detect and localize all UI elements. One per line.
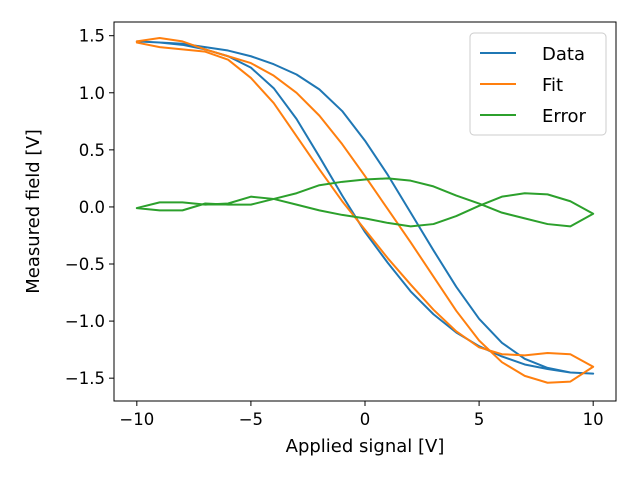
- x-tick-label: 10: [583, 410, 604, 429]
- legend-label-data: Data: [542, 44, 585, 65]
- legend-label-fit: Fit: [542, 75, 563, 96]
- plot-lines: [135, 36, 595, 384]
- x-tick-label: 0: [360, 410, 371, 429]
- y-tick-label: 1.5: [79, 27, 105, 46]
- legend: Data Fit Error: [469, 32, 607, 136]
- y-tick-label: −0.5: [65, 255, 105, 274]
- x-axis: −10 −5 0 5 10: [119, 401, 604, 429]
- x-tick-label: −10: [119, 410, 154, 429]
- series-line-error: [135, 177, 595, 228]
- y-tick-label: 0.5: [79, 141, 105, 160]
- y-axis: −1.5 −1.0 −0.5 0.0 0.5 1.0 1.5: [65, 27, 114, 388]
- x-axis-label: Applied signal [V]: [286, 436, 445, 457]
- legend-label-error: Error: [542, 106, 586, 127]
- legend-frame: [469, 32, 607, 136]
- y-tick-label: 1.0: [79, 84, 105, 103]
- series-line-fit: [135, 36, 595, 384]
- y-tick-label: 0.0: [79, 198, 105, 217]
- x-tick-label: −5: [239, 410, 263, 429]
- x-tick-label: 5: [474, 410, 485, 429]
- y-tick-label: −1.0: [65, 312, 105, 331]
- y-axis-label: Measured field [V]: [23, 129, 44, 294]
- series-line-data: [135, 40, 595, 375]
- y-tick-label: −1.5: [65, 369, 105, 388]
